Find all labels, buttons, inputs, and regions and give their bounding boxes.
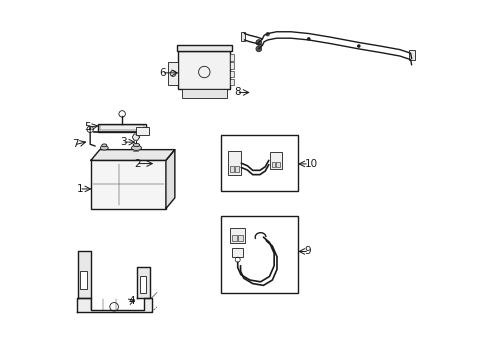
- Text: 3: 3: [120, 137, 126, 147]
- Bar: [182, 89, 226, 98]
- Polygon shape: [132, 134, 139, 140]
- Text: 5: 5: [84, 122, 91, 132]
- Text: 10: 10: [304, 159, 317, 169]
- Bar: [231, 248, 243, 257]
- Bar: [91, 160, 165, 208]
- Text: 8: 8: [234, 87, 241, 98]
- Text: 7: 7: [72, 139, 78, 149]
- Bar: [178, 51, 230, 89]
- Polygon shape: [78, 251, 91, 298]
- Ellipse shape: [133, 143, 140, 147]
- Bar: [275, 162, 279, 167]
- Ellipse shape: [100, 146, 108, 150]
- Bar: [230, 63, 234, 69]
- Bar: [176, 45, 231, 51]
- Bar: [234, 166, 239, 172]
- Text: 2: 2: [134, 158, 141, 168]
- Text: 1: 1: [77, 184, 83, 194]
- Bar: [269, 152, 282, 169]
- Bar: [408, 50, 414, 60]
- Bar: [230, 79, 234, 85]
- Circle shape: [306, 37, 310, 41]
- Bar: [140, 276, 146, 293]
- Ellipse shape: [102, 144, 106, 147]
- Bar: [100, 125, 144, 130]
- Bar: [231, 235, 237, 241]
- Circle shape: [255, 40, 261, 45]
- Circle shape: [356, 44, 360, 48]
- Bar: [238, 235, 243, 241]
- Circle shape: [265, 32, 269, 36]
- Circle shape: [110, 302, 118, 311]
- Bar: [241, 32, 244, 41]
- Bar: [230, 71, 234, 77]
- Polygon shape: [137, 267, 149, 298]
- Bar: [167, 62, 178, 85]
- Bar: [230, 228, 244, 243]
- Bar: [221, 216, 298, 293]
- Bar: [271, 162, 275, 167]
- Polygon shape: [91, 150, 175, 160]
- Ellipse shape: [131, 145, 141, 150]
- Bar: [221, 135, 298, 191]
- Text: 4: 4: [128, 296, 135, 306]
- Text: 9: 9: [304, 247, 310, 256]
- Bar: [230, 54, 234, 61]
- Bar: [135, 127, 149, 135]
- Polygon shape: [165, 150, 175, 208]
- Bar: [229, 166, 234, 172]
- Circle shape: [89, 128, 91, 130]
- Circle shape: [255, 46, 261, 52]
- Bar: [98, 124, 146, 132]
- Polygon shape: [77, 298, 151, 312]
- Text: 6: 6: [159, 68, 165, 78]
- Bar: [153, 160, 168, 167]
- Bar: [155, 157, 166, 160]
- Bar: [227, 152, 241, 175]
- Bar: [80, 271, 86, 289]
